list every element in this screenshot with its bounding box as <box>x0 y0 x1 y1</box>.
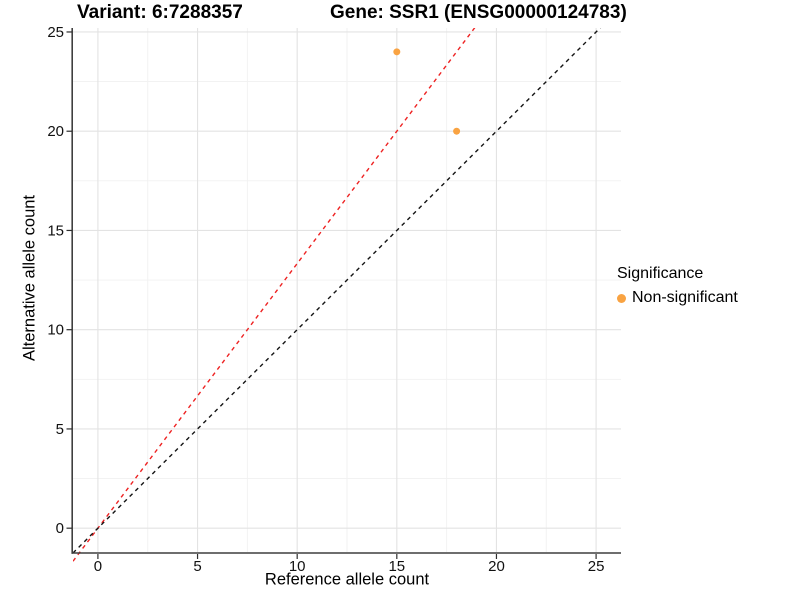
legend-item: Non-significant <box>617 289 738 307</box>
y-axis-title: Alternative allele count <box>20 194 39 362</box>
y-tick-label: 15 <box>47 222 64 239</box>
data-point <box>453 127 461 135</box>
legend-point-icon <box>617 293 626 303</box>
y-tick-label: 20 <box>47 123 64 140</box>
identity-line <box>73 28 602 554</box>
y-tick-label: 25 <box>47 24 64 41</box>
legend: Significance Non-significant <box>617 264 738 307</box>
x-tick-label: 10 <box>289 558 306 575</box>
legend-item-label: Non-significant <box>632 289 738 306</box>
variant-title: Variant: 6:7288357 <box>77 2 243 23</box>
legend-title: Significance <box>617 265 704 282</box>
x-tick-label: 20 <box>488 558 505 575</box>
x-axis-title: Reference allele count <box>264 570 430 589</box>
x-tick-label: 15 <box>388 558 405 575</box>
y-tick-label: 0 <box>56 520 64 537</box>
x-tick-label: 5 <box>193 558 201 575</box>
x-tick-label: 0 <box>94 558 102 575</box>
data-point <box>393 48 401 56</box>
y-tick-label: 5 <box>56 421 64 438</box>
gene-title: Gene: SSR1 (ENSG00000124783) <box>330 2 627 23</box>
y-tick-label: 10 <box>47 322 64 339</box>
x-tick-label: 25 <box>588 558 605 575</box>
